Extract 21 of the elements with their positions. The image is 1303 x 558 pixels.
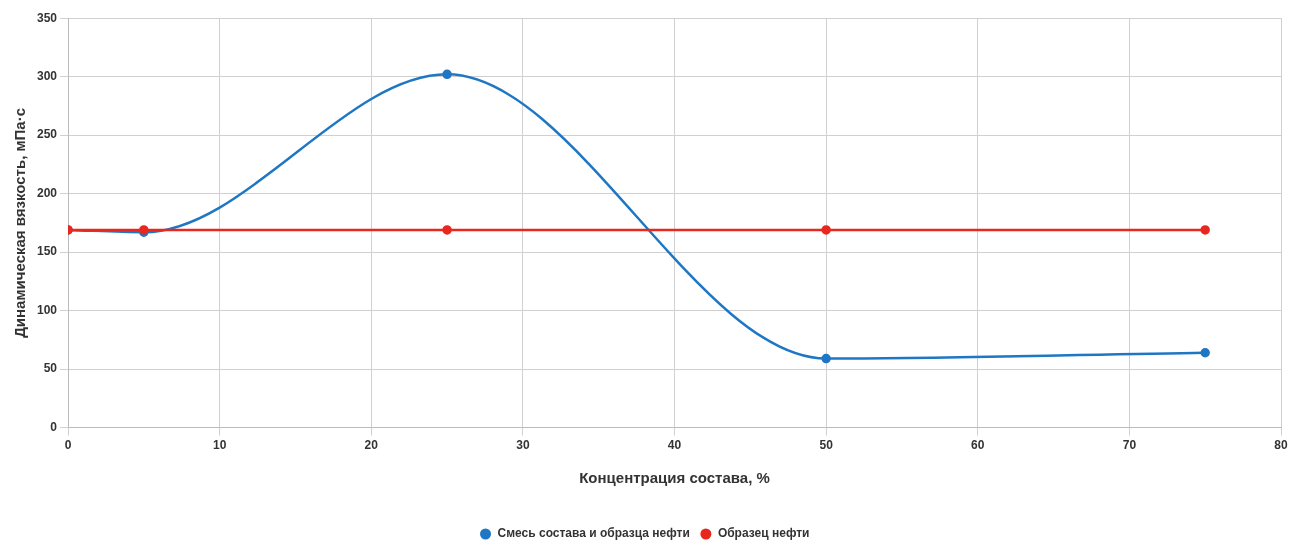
y-axis-title: Динамическая вязкость, мПа·с — [11, 107, 29, 338]
x-tick-label: 40 — [667, 438, 682, 453]
y-tick-label: 300 — [36, 69, 58, 83]
x-tick-label: 50 — [819, 438, 834, 453]
y-tick-label: 100 — [36, 302, 58, 317]
x-axis-title: Концентрация состава, % — [579, 469, 770, 487]
y-tick-label: 200 — [36, 185, 58, 200]
x-tick-label: 80 — [1274, 438, 1288, 453]
y-tick-label: 50 — [43, 361, 58, 376]
x-tick-label: 60 — [971, 438, 985, 453]
y-tick-label: 350 — [36, 10, 58, 25]
legend-label: Образец нефти — [717, 526, 810, 541]
x-tick-label: 70 — [1122, 438, 1137, 453]
y-tick-label: 250 — [36, 127, 58, 142]
x-tick-label: 20 — [364, 438, 379, 453]
x-tick-label: 10 — [212, 438, 227, 453]
y-tick-label: 0 — [50, 419, 58, 434]
legend-label: Смесь состава и образца нефти — [497, 526, 690, 541]
y-tick-label: 150 — [36, 244, 58, 259]
x-tick-label: 30 — [516, 438, 530, 453]
x-tick-label: 0 — [64, 438, 72, 453]
